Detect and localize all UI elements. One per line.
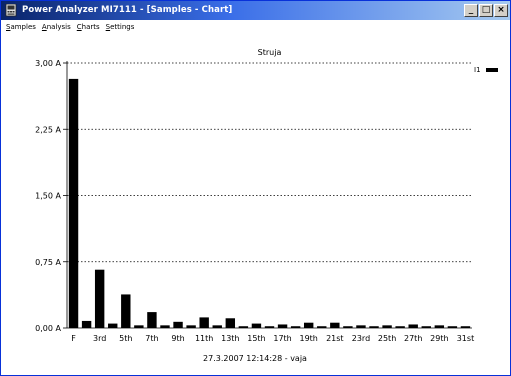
x-tick-label: 5th [119, 334, 132, 343]
bar-26th [395, 326, 405, 328]
x-tick-label: F [71, 334, 76, 343]
x-tick-label: 19th [299, 334, 317, 343]
bar-28th [421, 326, 431, 328]
window-title: Power Analyzer MI7111 - [Samples - Chart… [22, 5, 233, 15]
x-tick-label: 9th [171, 334, 184, 343]
bar-24th [369, 326, 379, 328]
x-tick-label: 29th [430, 334, 448, 343]
x-tick-label: 21st [326, 334, 343, 343]
y-tick-label: 2,25 A [35, 125, 61, 134]
chart-area: Struja 0,00 A 0,75 A 1,50 A 2,25 A 3,00 A F 3rd… [5, 36, 505, 369]
x-tick-label: 25th [378, 334, 396, 343]
bar-4th [108, 323, 118, 328]
bar-19th [303, 322, 314, 328]
bar-7th [147, 312, 157, 328]
y-tick-label: 0,00 A [35, 324, 61, 333]
y-tick-label: 3,00 A [35, 59, 61, 68]
title-bar[interactable]: Power Analyzer MI7111 - [Samples - Chart… [1, 1, 510, 20]
y-tick-label: 0,75 A [35, 258, 61, 267]
bar-11th [199, 317, 209, 328]
bar-2nd [81, 320, 92, 328]
bar-18th [290, 326, 301, 328]
bar-23rd [356, 325, 366, 328]
x-tick-label: 3rd [93, 334, 106, 343]
bar-13th [225, 318, 236, 328]
bar-20th [317, 326, 327, 328]
bar-8th [160, 325, 170, 328]
bar-14th [238, 326, 249, 328]
bar-21st [330, 322, 340, 328]
x-tick-label: 7th [145, 334, 158, 343]
restore-button[interactable]: □ [479, 4, 493, 17]
menu-bar: Samples Analysis Charts Settings [1, 20, 510, 34]
harmonics-bar-chart: Struja 0,00 A 0,75 A 1,50 A 2,25 A 3,00 A F 3rd… [35, 48, 474, 343]
bar-12th [212, 325, 222, 328]
y-tick-label: 1,50 A [35, 192, 61, 201]
bar-3rd [94, 269, 105, 328]
bar-17th [277, 324, 288, 328]
menu-charts[interactable]: Charts [76, 23, 100, 31]
bar-25th [382, 325, 392, 328]
bar-30th [447, 326, 458, 328]
menu-settings[interactable]: Settings [105, 23, 135, 31]
bar-15th [251, 323, 262, 328]
menu-analysis[interactable]: Analysis [41, 23, 71, 31]
power-analyzer-icon [5, 4, 17, 17]
bar-16th [264, 326, 275, 328]
chart-title: Struja [258, 48, 282, 57]
window-controls: _ □ × [463, 4, 508, 17]
bar-27th [408, 324, 418, 328]
bar-6th [134, 325, 144, 328]
minimize-button[interactable]: _ [464, 4, 478, 17]
bar-5th [121, 294, 131, 328]
x-tick-label: 15th [247, 334, 265, 343]
x-tick-label: 23rd [352, 334, 370, 343]
bar-F [68, 78, 79, 329]
bar-10th [186, 325, 196, 328]
bar-22nd [343, 326, 353, 328]
x-tick-label: 17th [273, 334, 291, 343]
x-tick-label: 31st [457, 334, 474, 343]
bar-29th [434, 325, 445, 328]
x-tick-label: 27th [404, 334, 422, 343]
x-tick-label: 13th [221, 334, 239, 343]
sample-timestamp: 27.3.2007 12:14:28 - vaja [203, 354, 307, 363]
bar-31st [460, 326, 471, 328]
legend-swatch-i1 [486, 68, 498, 72]
bar-9th [173, 321, 183, 328]
menu-samples[interactable]: Samples [6, 23, 36, 31]
close-button[interactable]: × [494, 4, 508, 17]
legend-label-i1: I1 [474, 66, 481, 74]
x-tick-label: 11th [195, 334, 213, 343]
